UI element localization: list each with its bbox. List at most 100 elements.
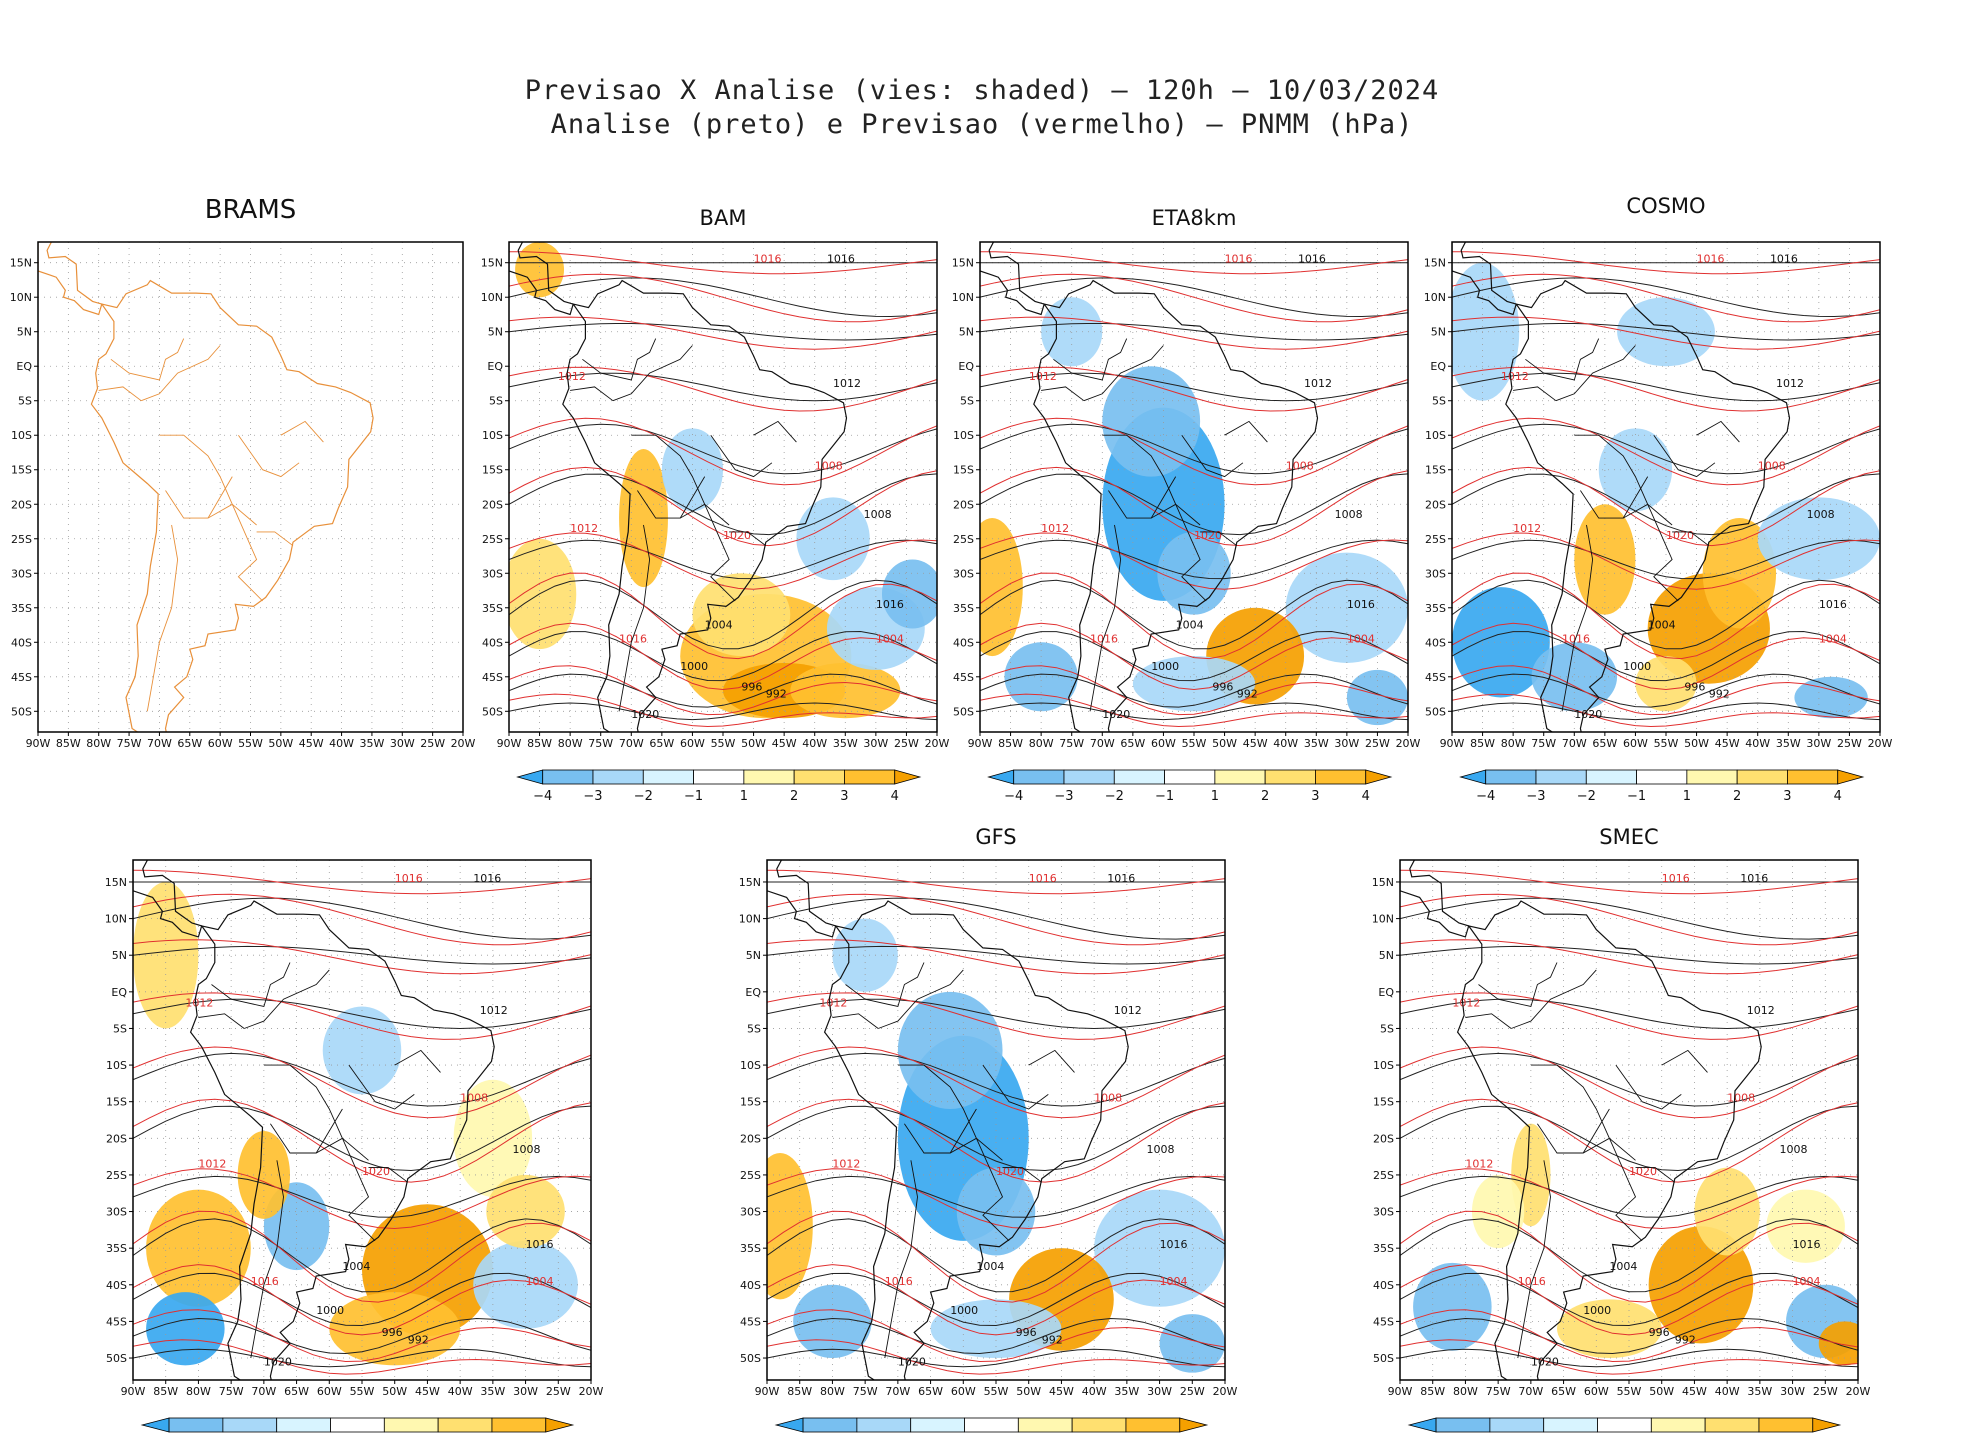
analysis-isobar [1452,372,1880,402]
lon-tick-label: 40W [1715,1385,1740,1398]
lat-tick-label: 35S [482,602,503,615]
forecast-isobar [767,1046,1225,1119]
lon-tick-label: 90W [1440,737,1465,750]
isobar-label-forecast: 1004 [1347,632,1375,645]
isobar-label: 1004 [976,1260,1004,1273]
colorbar-swatch [1435,1417,1491,1433]
bias-region [237,1130,291,1219]
forecast-isobar [1400,939,1858,975]
forecast-isobar [133,1210,591,1303]
colorbar-tick: −1 [1155,789,1174,804]
analysis-isobar [767,1348,1225,1368]
map-field [38,242,463,732]
colorbar-arrow-low [1407,1417,1437,1433]
isobar-label: 1000 [316,1304,344,1317]
forecast-isobar [980,466,1408,547]
lat-tick-label: 25S [106,1169,127,1182]
isobar-label-forecast: 1012 [819,996,847,1009]
forecast-isobar [1452,316,1880,350]
isobar-label: 996 [382,1326,403,1339]
isobar-label-forecast: 1016 [395,872,423,885]
analysis-isobar [980,423,1408,475]
forecast-isobar [1400,893,1858,946]
lat-tick-label: 30S [11,567,32,580]
map-field: 1016 1012 1008 1004 1000 996 992 1020 1016 1016 10… [133,860,591,1380]
analysis-isobar [1400,1348,1858,1368]
lat-tick-label: 10N [1424,291,1446,304]
isobar-label-forecast: 1016 [1029,872,1057,885]
isobar-label: 992 [1042,1333,1063,1346]
isobar-label-forecast: 1012 [832,1158,860,1171]
analysis-isobar [767,1105,1225,1172]
lat-tick-label: 45S [106,1315,127,1328]
lon-tick-label: 50W [741,737,766,750]
colorbar-swatch [1597,1417,1652,1433]
lon-tick-label: 90W [968,737,993,750]
forecast-isobar [1400,992,1858,1040]
coastline [38,242,374,732]
lon-tick-label: 35W [480,1385,505,1398]
lon-tick-label: 55W [1182,737,1207,750]
lat-tick-label: 30S [482,567,503,580]
lat-tick-label: 30S [1373,1206,1394,1219]
lat-tick-label: 20S [953,498,974,511]
forecast-isobar [133,869,591,895]
colorbar-tick: 3 [1783,789,1791,804]
forecast-isobar [509,693,937,728]
lon-tick-label: 60W [1584,1385,1609,1398]
lon-tick-label: 70W [147,737,172,750]
panel-title-cosmo: COSMO [1626,194,1706,218]
lon-tick-label: 75W [219,1385,244,1398]
colorbar-tick: −1 [684,789,703,804]
analysis-isobar [1452,277,1880,318]
isobar-label-forecast: 1016 [1562,632,1590,645]
forecast-isobar [509,466,937,547]
lon-tick-label: 35W [1304,737,1329,750]
analysis-isobar [1452,323,1880,341]
lat-tick-label: 35S [953,602,974,615]
colorbar-arrow-high [545,1417,575,1433]
bias-region [1471,1174,1525,1249]
colorbar-tick: 3 [1311,789,1319,804]
lon-tick-label: 60W [680,737,705,750]
lon-tick-label: 20W [1846,1385,1871,1398]
analysis-isobar [767,1052,1225,1107]
isobar-label: 1008 [1779,1143,1807,1156]
lat-tick-label: 45S [1425,671,1446,684]
lon-tick-label: 65W [1592,737,1617,750]
lon-tick-label: 90W [497,737,522,750]
lon-tick-label: 85W [1470,737,1495,750]
lat-tick-label: 40S [740,1279,761,1292]
bias-region [1818,1321,1858,1366]
lon-tick-label: 45W [1682,1385,1707,1398]
lat-tick-label: 20S [740,1132,761,1145]
bias-region [515,242,565,298]
lat-tick-label: 30S [953,567,974,580]
lat-tick-label: 5S [18,395,32,408]
isobar-label: 1012 [1776,377,1804,390]
lon-tick-label: 20W [925,737,950,750]
isobar-label: 992 [408,1333,429,1346]
lon-tick-label: 25W [1180,1385,1205,1398]
isobar-label-forecast: 1004 [526,1275,554,1288]
isobar-label-forecast: 1012 [1465,1158,1493,1171]
isobar-label-forecast: 1016 [754,253,782,266]
lat-tick-label: 15N [1424,257,1446,270]
isobar-label: 1016 [1770,253,1798,266]
isobar-label: 1012 [1747,1004,1775,1017]
colorbar-tick: −2 [1577,789,1596,804]
forecast-isobar [1452,251,1880,275]
isobar-label: 1016 [1347,598,1375,611]
analysis-isobar [980,630,1408,682]
bias-region [897,991,1003,1110]
analysis-isobar [1400,1218,1858,1293]
lat-tick-label: 25S [1373,1169,1394,1182]
forecast-isobar [767,893,1225,946]
lon-tick-label: 50W [1016,1385,1041,1398]
analysis-isobar [133,1105,591,1172]
isobar-label: 996 [1649,1326,1670,1339]
isobar-label-forecast: 1004 [1160,1275,1188,1288]
